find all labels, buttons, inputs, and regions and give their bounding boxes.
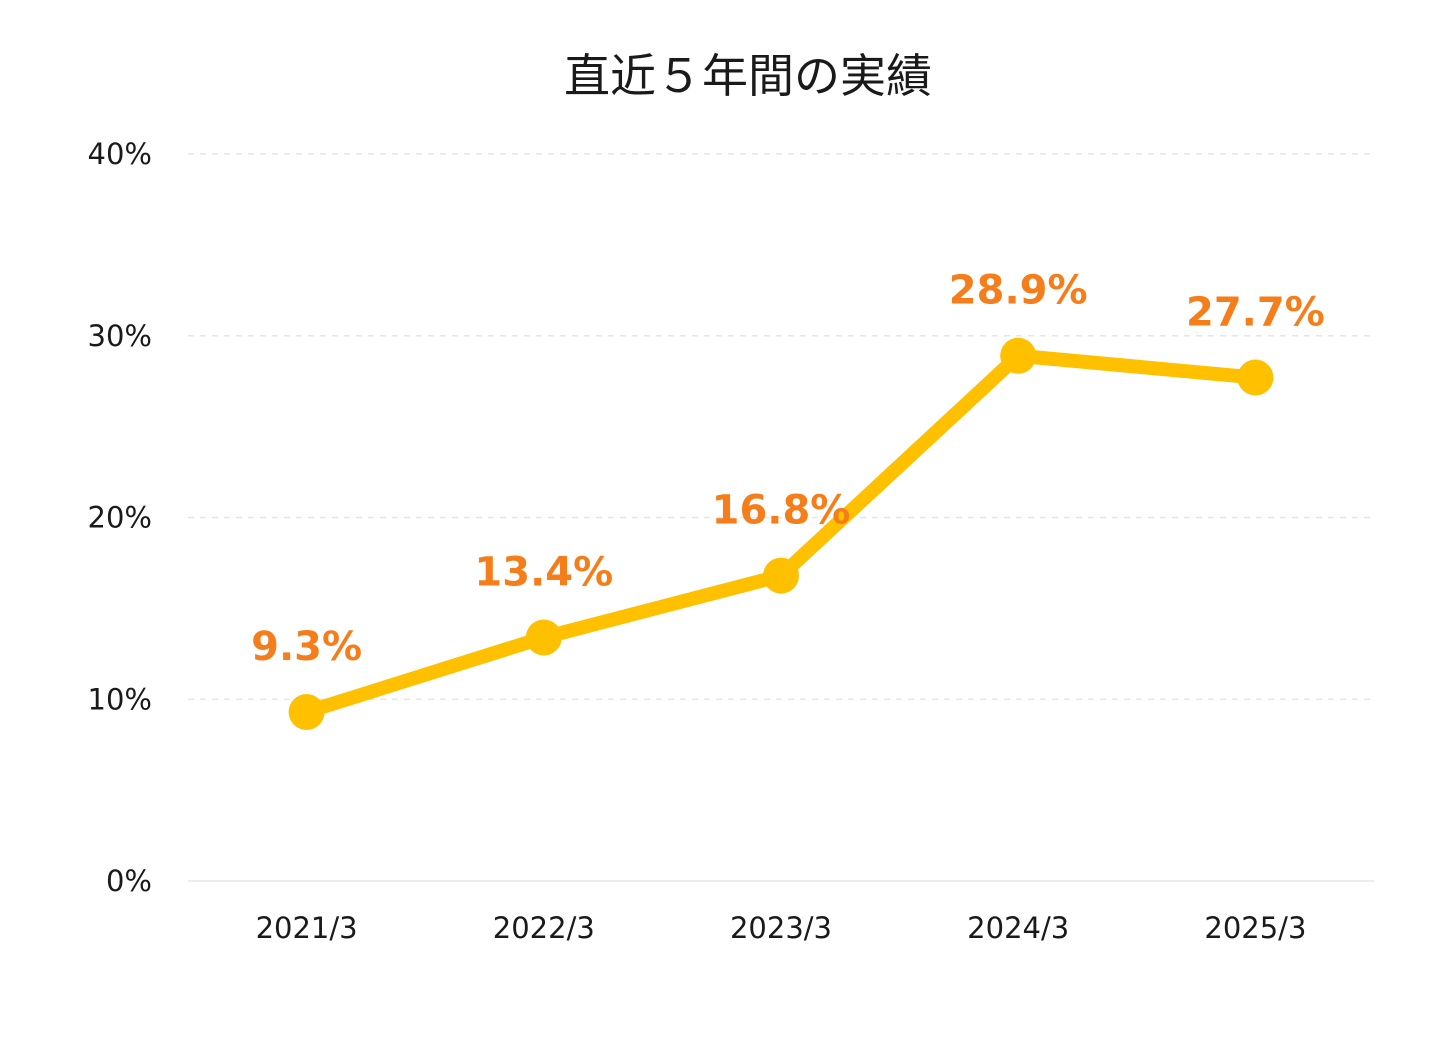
- x-tick-label: 2024/3: [967, 911, 1069, 945]
- y-tick-label: 30%: [88, 319, 152, 353]
- data-point-marker: [525, 619, 562, 656]
- data-label: 27.7%: [1186, 290, 1325, 336]
- y-tick-label: 0%: [106, 864, 152, 898]
- x-axis-ticks: 2021/3 2022/3 2023/3 2024/3 2025/3: [256, 911, 1307, 945]
- series-line-group: [299, 348, 1263, 719]
- chart-title: 直近５年間の実績: [564, 49, 932, 103]
- data-point-marker: [763, 557, 799, 594]
- y-tick-label: 20%: [88, 501, 152, 535]
- x-tick-label: 2022/3: [493, 911, 595, 945]
- series-line: [299, 348, 1263, 719]
- data-point-marker: [1000, 337, 1037, 374]
- y-tick-label: 10%: [88, 682, 152, 716]
- data-label: 9.3%: [251, 624, 362, 670]
- x-tick-label: 2025/3: [1204, 911, 1306, 945]
- data-label: 28.9%: [949, 268, 1088, 314]
- y-axis-ticks: 0% 10% 20% 30% 40%: [88, 137, 152, 898]
- data-labels: 9.3% 13.4% 16.8% 28.9% 27.7%: [251, 268, 1325, 670]
- x-tick-label: 2021/3: [256, 911, 358, 945]
- x-tick-label: 2023/3: [730, 911, 832, 945]
- data-label: 16.8%: [712, 488, 851, 534]
- y-tick-label: 40%: [88, 137, 152, 171]
- data-label: 13.4%: [474, 549, 613, 595]
- grid-lines: [188, 153, 1374, 882]
- data-point-marker: [288, 693, 325, 730]
- data-point-marker: [1237, 359, 1274, 396]
- series-markers: [288, 337, 1274, 730]
